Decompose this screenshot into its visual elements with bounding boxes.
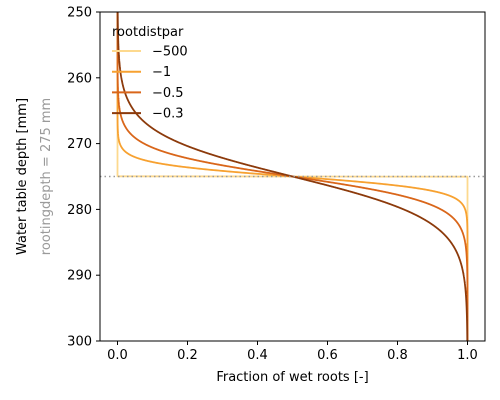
x-tick-label: 1.0 (457, 348, 478, 363)
legend-entry-label-3: −0.3 (152, 107, 184, 122)
legend: rootdistpar −500 −1 −0.5 −0.3 (112, 25, 188, 122)
legend-entry-label-1: −1 (152, 65, 171, 80)
plot-frame (99, 11, 486, 342)
y-tick-label: 270 (67, 137, 92, 152)
x-tick-label: 0.2 (177, 348, 198, 363)
x-axis-ticks: 0.0 0.2 0.4 0.6 0.8 1.0 (107, 341, 478, 363)
legend-title: rootdistpar (112, 25, 184, 40)
legend-entry-label-2: −0.5 (152, 86, 184, 101)
x-tick-label: 0.8 (387, 348, 408, 363)
x-axis-label: Fraction of wet roots [-] (216, 370, 368, 385)
y-axis-label: Water table depth [mm] (15, 98, 30, 255)
y-tick-label: 290 (67, 269, 92, 284)
x-tick-label: 0.6 (317, 348, 338, 363)
legend-entry-label-0: −500 (152, 45, 188, 60)
y-axis-secondary-label: rootingdepth = 275 mm (39, 98, 54, 255)
y-tick-label: 260 (67, 71, 92, 86)
y-axis-ticks: 250 260 270 280 290 300 (67, 6, 100, 350)
y-tick-label: 250 (67, 6, 92, 21)
y-tick-label: 280 (67, 203, 92, 218)
y-tick-label: 300 (67, 335, 92, 350)
series-layer (116, 11, 469, 342)
x-tick-label: 0.4 (247, 348, 268, 363)
series-line-3 (116, 11, 469, 342)
x-tick-label: 0.0 (107, 348, 128, 363)
